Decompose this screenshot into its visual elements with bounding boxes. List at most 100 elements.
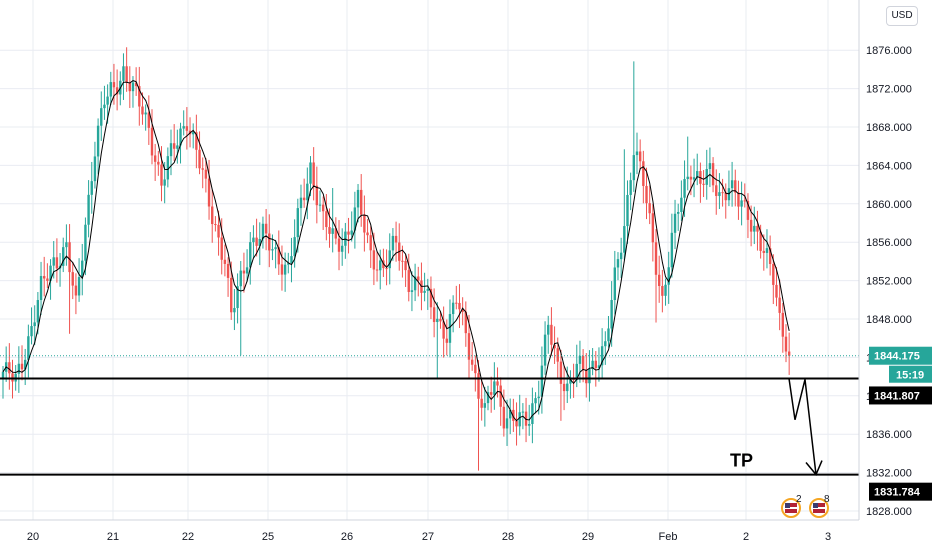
time-tick-label: 2 xyxy=(743,531,749,543)
candle-body xyxy=(623,226,626,253)
candle-body xyxy=(87,194,90,225)
candle-body xyxy=(521,411,525,413)
candle-body xyxy=(604,341,607,347)
candle-body xyxy=(74,285,78,296)
candle-body xyxy=(664,284,667,296)
candle-body xyxy=(220,237,223,260)
candle-body xyxy=(20,363,24,370)
time-axis[interactable]: 20 21 22 25 26 27 28 29 Feb 2 3 xyxy=(27,531,831,543)
candle-body xyxy=(11,373,14,382)
time-tick-label: 3 xyxy=(825,531,831,543)
candle-body xyxy=(787,351,791,356)
candle-body xyxy=(737,192,740,207)
candle-body xyxy=(768,248,772,264)
candle-body xyxy=(404,261,407,271)
economic-event-badge[interactable]: 8 xyxy=(809,494,830,518)
candle-body xyxy=(445,338,448,343)
candle-body xyxy=(296,208,300,238)
candle-body xyxy=(610,300,613,329)
tp-label[interactable]: TP xyxy=(730,451,753,471)
drawings[interactable]: TP xyxy=(730,378,823,476)
candle-body xyxy=(616,259,620,268)
economic-event-badge[interactable]: 2 xyxy=(781,494,802,518)
candle-body xyxy=(52,257,55,266)
candle-body xyxy=(353,207,357,231)
candle-body xyxy=(474,364,477,374)
candle-body xyxy=(233,308,236,313)
candle-body xyxy=(486,392,490,404)
candle-body xyxy=(274,247,277,250)
candle-body xyxy=(255,237,258,246)
currency-button[interactable]: USD xyxy=(886,6,918,26)
candle-body xyxy=(360,189,363,215)
candle-body xyxy=(100,108,103,126)
candle-body xyxy=(550,324,553,345)
candle-body xyxy=(138,86,141,107)
trend-arrow-drawing[interactable] xyxy=(788,378,817,475)
current-price-tag-bg xyxy=(869,346,932,365)
price-tick-label: 1868.000 xyxy=(866,122,912,134)
candle-body xyxy=(147,112,151,128)
candle-body xyxy=(778,297,781,313)
candle-body xyxy=(442,321,445,339)
candle-body xyxy=(27,336,30,360)
candle-body xyxy=(673,213,677,233)
candle-body xyxy=(746,200,750,220)
candle-body xyxy=(172,143,176,149)
candle-body xyxy=(334,228,338,239)
price-tick-label: 1828.000 xyxy=(866,506,912,518)
candle-body xyxy=(724,192,727,201)
candle-body xyxy=(46,278,49,281)
candle-body xyxy=(153,155,157,162)
candle-body xyxy=(264,223,268,234)
candle-body xyxy=(131,82,135,92)
candle-body xyxy=(493,381,496,395)
candle-body xyxy=(375,269,379,271)
price-axis-background xyxy=(859,0,932,550)
level-price-tag-bg xyxy=(869,482,932,501)
candle-body xyxy=(211,206,214,225)
candle-body xyxy=(391,235,395,251)
candle-body xyxy=(531,403,534,425)
candle-body xyxy=(401,260,404,262)
candle-body xyxy=(569,378,572,384)
time-tick-label: 27 xyxy=(422,531,434,543)
candle-body xyxy=(648,203,651,214)
price-tick-label: 1852.000 xyxy=(866,276,912,288)
flag-stripe xyxy=(785,503,797,507)
candle-body xyxy=(505,418,509,429)
candle-body xyxy=(692,177,696,180)
candle-body xyxy=(734,180,737,193)
candle-body xyxy=(144,112,147,115)
candle-body xyxy=(756,225,759,232)
candle-body xyxy=(230,277,233,313)
candle-body xyxy=(271,249,274,251)
candle-body xyxy=(344,231,347,246)
horizontal-levels[interactable] xyxy=(0,355,859,476)
candle-body xyxy=(762,250,765,253)
candle-body xyxy=(350,230,353,235)
arrow-head[interactable] xyxy=(805,460,823,476)
candle-body xyxy=(39,276,43,301)
time-tick-label: 21 xyxy=(107,531,119,543)
flag-stripe xyxy=(785,507,797,509)
candle-body xyxy=(141,106,144,115)
price-tick-label: 1872.000 xyxy=(866,84,912,96)
candle-body xyxy=(65,242,68,248)
candle-body xyxy=(128,82,131,92)
event-count: 2 xyxy=(796,494,802,505)
price-tick-label: 1836.000 xyxy=(866,429,912,441)
candle-body xyxy=(201,168,204,170)
candle-body xyxy=(299,197,303,209)
candle-body xyxy=(588,369,591,384)
time-tick-label: 20 xyxy=(27,531,39,543)
candle-body xyxy=(195,132,198,150)
candle-body xyxy=(283,264,287,275)
price-tick-label: 1860.000 xyxy=(866,199,912,211)
candle-body xyxy=(784,336,788,352)
candle-body xyxy=(413,276,417,291)
time-axis-background xyxy=(0,520,932,550)
level-price-tag: 1831.784 xyxy=(869,482,932,501)
candle-body xyxy=(749,219,753,232)
